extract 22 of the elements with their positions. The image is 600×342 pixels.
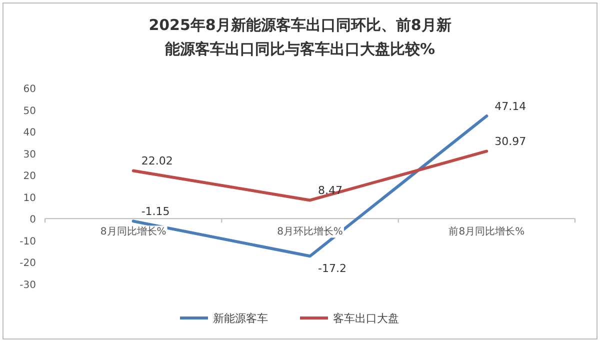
- y-tick-label: 10: [23, 192, 36, 204]
- chart-title: 2025年8月新能源客车出口同环比、前8月新能源客车出口同比与客车出口大盘比较%: [148, 16, 452, 58]
- data-label: 8.47: [318, 184, 342, 198]
- legend-label: 新能源客车: [213, 312, 268, 325]
- x-tick-label: 8月同比增长%: [100, 226, 166, 238]
- data-label: 30.97: [494, 135, 526, 148]
- y-tick-label: 20: [23, 171, 36, 182]
- y-tick-label: 0: [30, 214, 36, 226]
- x-tick-label: 前8月同比增长%: [448, 226, 525, 238]
- y-tick-label: 30: [23, 149, 36, 160]
- y-tick-label: 60: [23, 84, 36, 95]
- y-tick-label: -30: [20, 280, 36, 291]
- y-tick-label: -20: [20, 258, 36, 270]
- y-tick-label: 40: [23, 128, 36, 139]
- x-tick-label: 8月环比增长%: [277, 226, 343, 238]
- data-label: -1.15: [141, 205, 170, 218]
- legend-label: 客车出口大盘: [333, 312, 399, 325]
- data-label: 47.14: [494, 100, 526, 114]
- data-label: -17.2: [318, 262, 346, 276]
- y-tick-label: 50: [23, 106, 36, 117]
- data-label: 22.02: [141, 154, 173, 168]
- y-tick-label: -10: [20, 236, 36, 248]
